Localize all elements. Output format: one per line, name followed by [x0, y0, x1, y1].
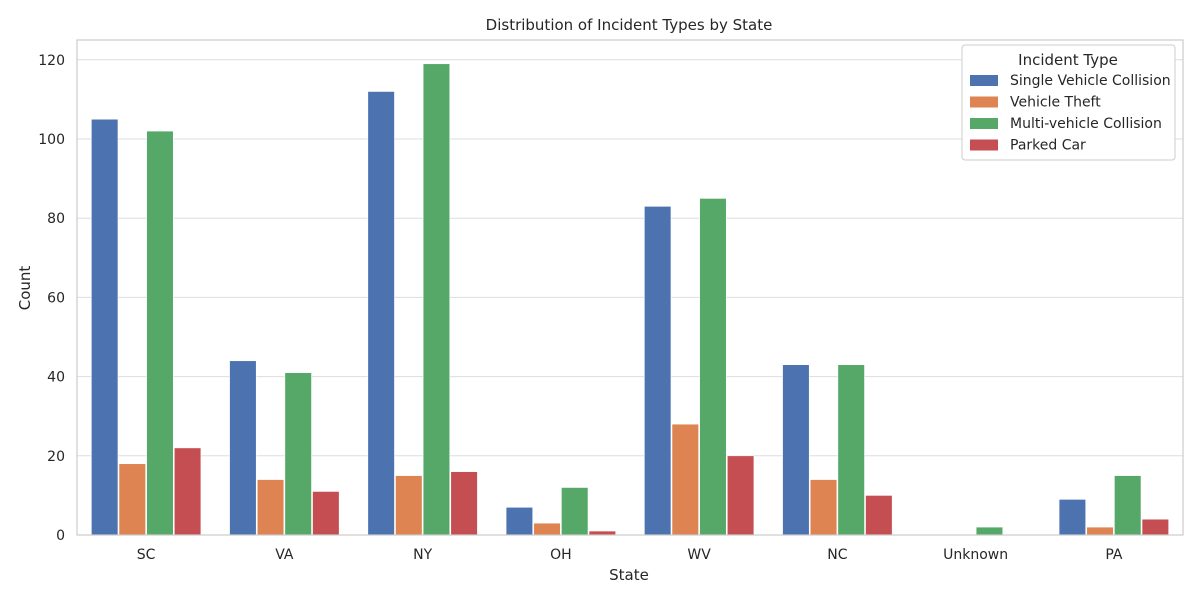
- bar-oh-series-1: [533, 522, 561, 536]
- y-tick-label: 120: [38, 53, 65, 69]
- bar-wv-series-1: [671, 423, 699, 536]
- x-axis-ticks: SC VA NY OH WV NC Unknown PA: [137, 547, 1123, 563]
- bar-unknown-series-2: [975, 526, 1004, 536]
- bar-oh-series-2: [561, 487, 589, 536]
- y-axis-title: Count: [16, 266, 34, 311]
- bar-nc-series-0: [782, 364, 810, 536]
- bar-nc-series-3: [865, 495, 893, 536]
- plot-frame: [76, 39, 1184, 536]
- x-tick-label: NC: [827, 547, 847, 563]
- bar-sc-series-3: [173, 447, 202, 536]
- y-tick-label: 20: [47, 449, 65, 465]
- legend-label: Multi-vehicle Collision: [1010, 116, 1162, 132]
- bar-sc-series-1: [118, 463, 146, 536]
- y-tick-label: 40: [47, 370, 65, 386]
- x-tick-label: Unknown: [943, 547, 1008, 563]
- legend-swatch: [970, 75, 998, 86]
- chart-title: Distribution of Incident Types by State: [486, 16, 773, 34]
- bar-wv-series-0: [644, 206, 672, 536]
- bar-va-series-0: [229, 360, 257, 536]
- bar-pa-series-1: [1086, 526, 1114, 536]
- bar-wv-series-2: [699, 198, 727, 536]
- x-axis-title: State: [609, 566, 649, 584]
- bar-sc-series-2: [146, 130, 174, 536]
- bar-pa-series-3: [1141, 518, 1169, 536]
- bar-pa-series-0: [1058, 499, 1087, 536]
- legend-label: Parked Car: [1010, 138, 1086, 154]
- bar-va-series-1: [256, 479, 285, 536]
- bar-va-series-2: [284, 372, 312, 536]
- bar-ny-series-2: [422, 63, 451, 536]
- bar-ny-series-1: [395, 475, 423, 536]
- bar-nc-series-1: [809, 479, 838, 536]
- plot-border: [76, 39, 1184, 536]
- gridlines: [77, 59, 1183, 536]
- y-tick-label: 60: [47, 290, 65, 306]
- legend-title: Incident Type: [1018, 51, 1118, 69]
- y-tick-label: 0: [56, 528, 65, 544]
- legend-swatch: [970, 96, 998, 108]
- y-tick-label: 80: [47, 211, 65, 227]
- x-tick-label: NY: [413, 547, 432, 563]
- bar-pa-series-2: [1114, 475, 1142, 536]
- legend-swatch: [970, 139, 998, 151]
- bar-sc-series-0: [91, 118, 119, 536]
- legend-label: Vehicle Theft: [1010, 95, 1101, 111]
- legend-box: [961, 44, 1176, 161]
- bar-nc-series-2: [837, 364, 865, 536]
- bar-ny-series-0: [367, 91, 395, 536]
- x-tick-label: OH: [550, 547, 572, 563]
- legend: Incident Type Single Vehicle Collision Ve…: [961, 44, 1176, 161]
- y-axis-ticks: 0 20 40 60 80 100 120: [38, 53, 65, 544]
- bar-oh-series-0: [505, 506, 534, 536]
- x-tick-label: SC: [137, 547, 156, 563]
- bar-wv-series-3: [726, 455, 755, 536]
- y-tick-label: 100: [38, 132, 65, 148]
- x-tick-label: WV: [687, 547, 711, 563]
- bar-ny-series-3: [450, 471, 478, 536]
- x-tick-label: PA: [1105, 547, 1123, 563]
- legend-label: Single Vehicle Collision: [1010, 73, 1171, 89]
- bar-va-series-3: [312, 491, 340, 536]
- x-tick-label: VA: [275, 547, 294, 563]
- legend-swatch: [970, 118, 998, 129]
- bars: [91, 63, 1169, 536]
